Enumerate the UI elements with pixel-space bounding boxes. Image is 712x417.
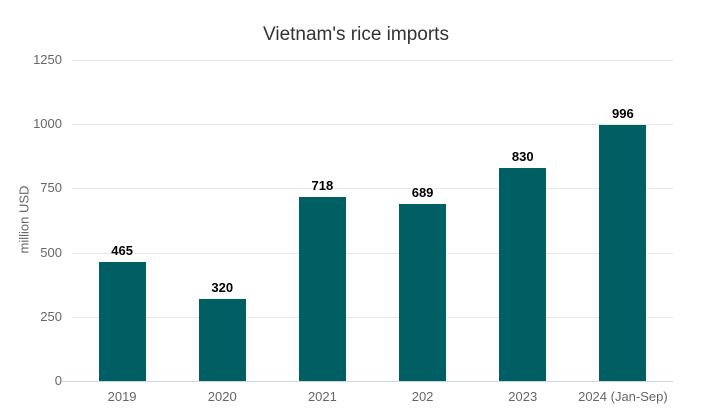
gridline — [72, 124, 673, 126]
y-tick-label: 750 — [40, 180, 62, 196]
plot-area: 465 320 718 689 830 996 — [62, 60, 673, 382]
y-tick-label: 250 — [40, 308, 62, 324]
gridline — [72, 188, 673, 190]
x-tick-label: 2021 — [307, 389, 337, 404]
bar[interactable] — [98, 261, 146, 381]
chart-title: Vietnam's rice imports — [263, 24, 449, 45]
x-tick-label: 2023 — [508, 389, 538, 404]
bar-value-label: 830 — [511, 148, 534, 164]
y-axis-title: million USD — [16, 185, 32, 254]
x-axis-line — [62, 381, 673, 382]
bar[interactable] — [599, 125, 647, 381]
y-tick-label: 1250 — [33, 52, 62, 67]
y-tick-label: 500 — [40, 244, 62, 260]
y-tick-label: 0 — [54, 373, 62, 388]
bar[interactable] — [499, 167, 547, 381]
y-tick-label: 1000 — [33, 116, 62, 132]
x-tick-label: 202 — [411, 389, 434, 404]
gridline — [72, 252, 673, 254]
bar[interactable] — [298, 196, 346, 381]
bar-value-label: 718 — [311, 177, 334, 193]
bar[interactable] — [399, 204, 447, 381]
bar-value-label: 320 — [211, 279, 234, 295]
bar-value-label: 465 — [111, 242, 133, 258]
bar-value-label: 689 — [411, 185, 434, 201]
x-tick-label: 2020 — [207, 389, 237, 404]
x-tick-label: 2024 (Jan-Sep) — [578, 389, 668, 404]
x-tick-label: 2019 — [107, 389, 137, 404]
bar-value-label: 996 — [612, 106, 634, 122]
gridline — [72, 316, 673, 318]
gridline — [72, 60, 673, 61]
bar[interactable] — [198, 298, 246, 381]
